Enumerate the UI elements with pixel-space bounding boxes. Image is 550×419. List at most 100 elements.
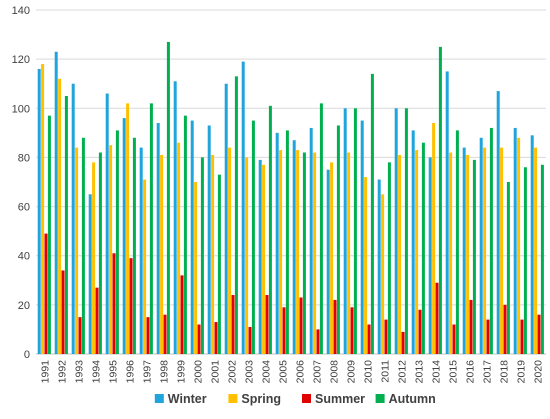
x-tick-label: 2016 [465,360,477,384]
x-tick-label: 1997 [142,360,154,384]
legend-swatch [228,394,238,403]
bar-summer-2003 [248,326,252,354]
legend-item-winter: Winter [154,392,207,406]
x-tick-label: 1998 [159,360,171,384]
legend-label: Autumn [389,392,436,406]
bar-winter-2014 [428,157,432,354]
x-tick-label: 1991 [40,360,52,384]
bar-winter-1995 [105,93,109,354]
legend-swatch [302,394,311,403]
bar-autumn-2006 [302,152,306,354]
bar-summer-1996 [129,258,133,354]
bar-autumn-2015 [455,130,459,354]
x-tick-label: 1992 [57,360,69,384]
y-axis: 0 20 40 60 80 100 120 140 [12,5,30,361]
bar-autumn-2000 [200,157,204,354]
bar-winter-2013 [411,130,415,354]
bar-winter-1997 [139,147,143,354]
bar-autumn-2016 [472,159,476,354]
bar-winter-1996 [122,118,126,354]
bar-winter-2008 [326,169,330,354]
gridlines [36,9,546,355]
bar-autumn-1992 [64,96,68,354]
bar-winter-2012 [394,108,398,354]
x-tick-label: 2003 [244,360,256,384]
y-tick-label: 100 [12,103,30,115]
bar-autumn-2012 [404,108,408,354]
series-autumn [47,41,544,355]
bar-autumn-2008 [336,125,340,355]
bar-autumn-2011 [387,162,391,354]
bar-summer-2007 [316,329,320,354]
bar-summer-2018 [503,304,507,354]
x-axis: 1991 1992 1993 1994 1995 1996 1997 1998 1999 2000… [40,360,545,384]
bar-autumn-1995 [115,130,119,354]
bar-summer-2005 [282,307,286,354]
bar-spring-1993 [75,147,79,354]
bar-spring-1997 [143,179,147,354]
bar-autumn-2003 [251,120,255,354]
bar-autumn-2013 [421,142,425,354]
bar-winter-2015 [445,71,449,355]
bar-summer-2019 [520,319,524,354]
bar-winter-2019 [513,127,517,354]
legend-label: Winter [168,392,207,406]
bar-spring-2007 [313,152,317,354]
bar-summer-1998 [163,314,167,354]
bar-summer-2002 [231,295,235,354]
bar-summer-2012 [401,331,405,354]
series-summer [44,233,541,354]
x-tick-label: 2011 [380,360,392,383]
bar-autumn-2018 [506,182,510,354]
bar-spring-2004 [262,164,266,354]
bar-winter-1993 [71,83,75,355]
x-tick-label: 2010 [363,360,375,384]
bar-winter-2001 [207,125,211,355]
legend: Winter Spring Summer Autumn [154,392,436,406]
legend-swatch [375,394,385,403]
x-tick-label: 2004 [261,360,273,384]
bar-spring-1995 [109,145,113,354]
x-tick-label: 2006 [295,360,307,384]
bar-autumn-2002 [234,76,238,354]
bar-summer-2001 [214,322,218,354]
bar-summer-2016 [469,299,473,354]
bar-winter-2016 [462,147,466,354]
bar-summer-1994 [95,287,99,354]
bar-winter-1998 [156,123,160,354]
bar-summer-2011 [384,319,388,354]
bar-spring-2012 [398,154,402,354]
x-tick-label: 2018 [499,360,511,384]
x-tick-label: 2007 [312,360,324,384]
legend-swatch [154,394,164,403]
bar-summer-2008 [333,299,337,354]
bar-spring-2005 [279,150,283,354]
bar-summer-1991 [44,233,48,354]
legend-item-autumn: Autumn [375,392,436,406]
bar-autumn-2019 [523,167,527,354]
bar-winter-1991 [37,68,41,354]
bar-autumn-1999 [183,115,187,354]
bar-summer-2006 [299,297,303,354]
bar-winter-2018 [496,91,500,354]
bar-summer-2017 [486,319,490,354]
bar-spring-1991 [41,64,45,354]
x-tick-label: 2014 [431,360,443,384]
x-tick-label: 2019 [516,360,528,384]
bar-winter-2005 [275,132,279,354]
legend-label: Summer [315,392,365,406]
x-tick-label: 2005 [278,360,290,384]
x-tick-label: 1993 [74,360,86,384]
bars [37,41,544,355]
bar-autumn-1993 [81,137,85,354]
x-tick-label: 2015 [448,360,460,384]
bar-autumn-2005 [285,130,289,354]
bar-summer-2000 [197,324,201,354]
bar-summer-2010 [367,324,371,354]
bar-autumn-2010 [370,73,374,354]
bar-winter-2011 [377,179,381,354]
bar-winter-2002 [224,83,228,355]
x-tick-label: 2017 [482,360,494,384]
bar-winter-1994 [88,194,92,354]
